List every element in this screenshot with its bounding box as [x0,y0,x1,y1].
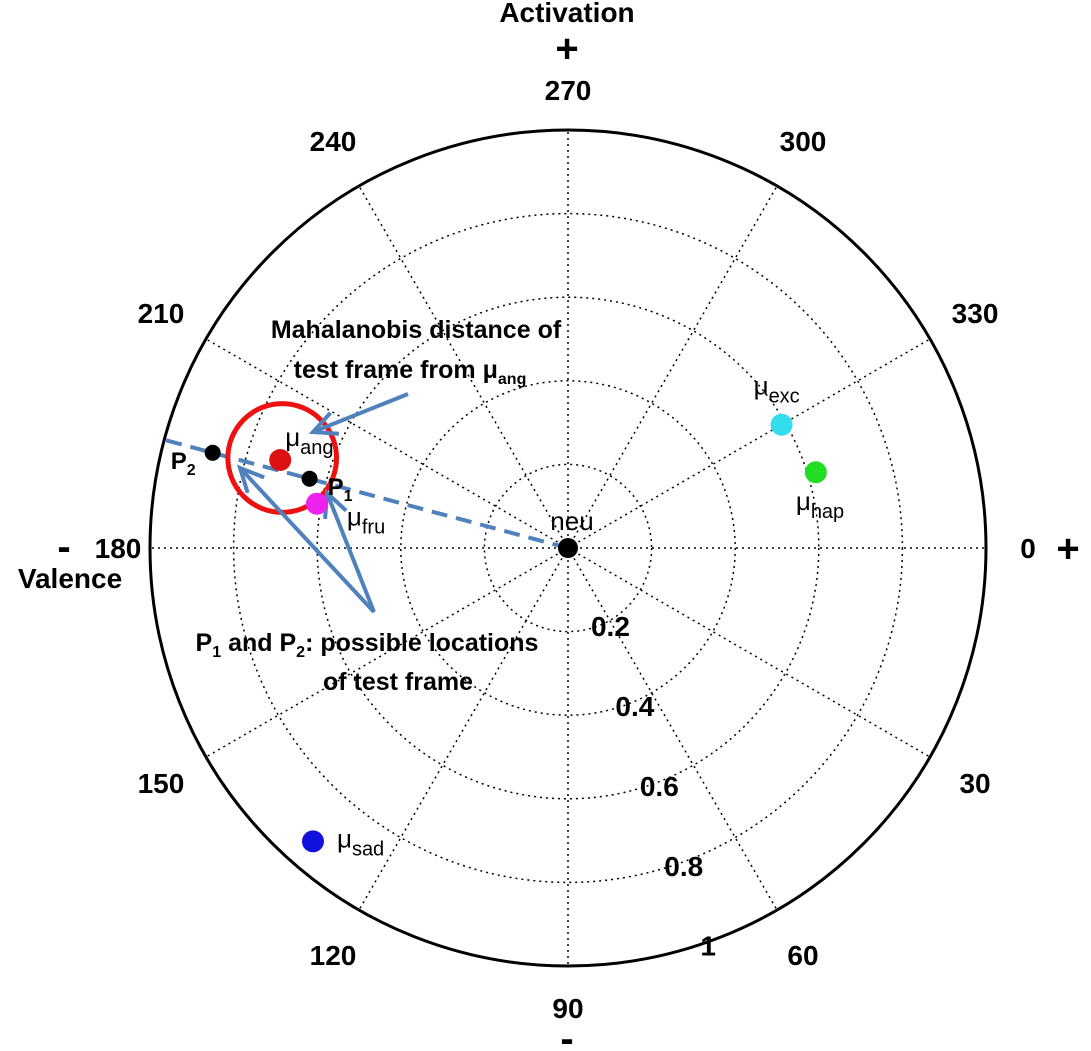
angle-grid-line [567,547,931,758]
radial-tick-label: 0.2 [591,611,630,642]
locations-and-p2: and P [221,629,296,657]
valence-plus-sign: + [1056,527,1079,571]
emotion-label-hap: μhap [796,486,844,523]
outer-ring [148,128,988,968]
emotion-label-exc: μexc [754,371,800,408]
angle-tick-label: 270 [545,75,592,106]
radial-tick-labels: 0.2 0.4 0.6 0.8 1 [591,611,716,962]
test-point-p1 [301,470,318,487]
activation-plus-sign: + [555,27,578,71]
radial-tick-label: 0.8 [664,851,703,882]
angle-tick-label: 150 [138,768,185,799]
test-point-label-1: P1 [328,474,353,505]
mahalanobis-arrow [308,392,409,436]
valence-minus-sign: - [57,525,70,569]
radial-tick-label: 0.4 [615,691,654,722]
emotion-mean-point-hap [804,461,827,484]
angle-grid-line [567,338,931,549]
locations-rest: : possible locations [305,629,538,657]
angle-tick-label: 0 [1020,533,1036,564]
radial-tick-label: 0.6 [640,771,679,802]
radial-grid-circle [232,212,904,884]
arrow-to-p2 [236,464,376,614]
mahalanobis-annotation-line1: Mahalanobis distance of [271,316,562,344]
mahalanobis-annotation-sub: ang [498,371,526,388]
polar-grid [148,128,988,968]
radial-grid-circle [483,463,653,633]
emotion-mean-point-exc [770,413,793,436]
radial-grid-circle [400,380,736,716]
emotion-mean-point-fru [305,492,328,515]
dashed-projection-line [163,437,569,550]
radial-grid-circle [316,296,820,800]
locations-p1-label: P [196,629,213,657]
axis-labels: Activation + - + - Valence [18,0,1080,1051]
angle-tick-label: 120 [310,940,357,971]
neutral-label: neu [550,506,593,536]
activation-minus-sign: - [560,1017,573,1051]
valence-axis-label: Valence [18,563,122,594]
angle-grid-line [358,547,569,911]
angle-tick-label: 240 [310,126,357,157]
emotion-label-sad: μsad [337,823,384,860]
angle-tick-label: 30 [959,768,990,799]
angle-grid-line [205,338,569,549]
angle-tick-label: 90 [552,993,583,1024]
angle-tick-label: 60 [787,940,818,971]
activation-axis-label: Activation [499,0,634,28]
angle-tick-label: 300 [780,126,827,157]
locations-annotation-line2: of test frame [323,668,473,696]
test-point-label-2: P2 [171,448,196,479]
test-point-p2 [204,444,221,461]
emotion-label-fru: μfru [347,502,385,539]
radial-tick-label: 1 [700,931,716,962]
emotion-mean-point-sad [301,830,324,853]
locations-p1-sub: 1 [212,644,221,661]
mahalanobis-annotation-line2: test frame from μang [294,356,527,388]
emotion-mean-point-ang [269,449,292,472]
locations-annotation-line1: P1 and P2: possible locations [196,629,539,661]
overlays [163,392,569,614]
angle-tick-label: 330 [952,298,999,329]
annotations: Mahalanobis distance of test frame from … [196,316,562,696]
angle-tick-label: 180 [95,533,142,564]
angle-grid-line [567,185,778,549]
locations-p2-sub: 2 [296,644,305,661]
angle-tick-labels: 0 30 60 90 120 150 180 210 240 270 300 330 [95,75,1036,1024]
mahalanobis-annotation-text: test frame from μ [294,356,498,384]
angle-tick-label: 210 [138,298,185,329]
neutral-center-point [558,538,578,558]
angle-grid-line [358,185,569,549]
angle-grid-line [567,547,778,911]
angle-grid-line [205,547,569,758]
emotion-label-ang: μang [285,422,333,459]
